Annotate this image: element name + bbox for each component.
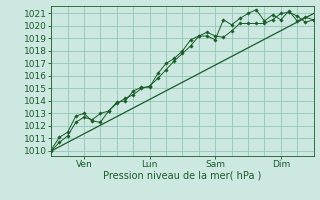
X-axis label: Pression niveau de la mer( hPa ): Pression niveau de la mer( hPa ) [103,171,261,181]
